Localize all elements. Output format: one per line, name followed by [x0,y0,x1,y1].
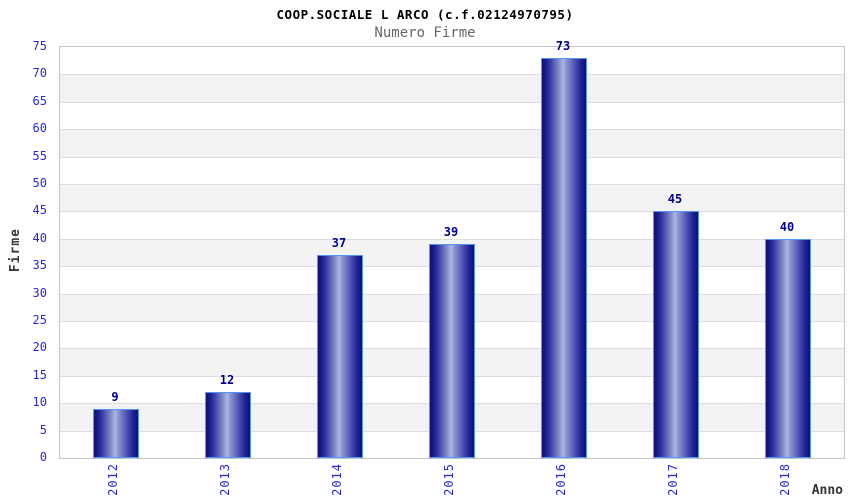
gridline [60,74,844,75]
y-tick-label: 65 [32,94,47,108]
y-tick-label: 10 [32,395,47,409]
bar-value-label: 39 [443,225,459,239]
x-tick-label: 2014 [330,463,344,496]
chart-title: COOP.SOCIALE L ARCO (c.f.02124970795) [276,7,574,22]
bar-value-label: 12 [219,373,235,387]
x-tick-label: 2015 [442,463,456,496]
x-tick-label: 2016 [554,463,568,496]
y-tick-label: 55 [32,149,47,163]
plot-band [60,74,844,102]
plot-band [60,184,844,211]
y-tick-label: 60 [32,121,47,135]
bar [541,58,587,458]
x-tick-label: 2012 [106,463,120,496]
bar-value-label: 45 [667,192,683,206]
y-tick-label: 30 [32,286,47,300]
plot-area [59,46,845,459]
plot-band [60,47,844,74]
bar-value-label: 37 [331,236,347,250]
bar-value-label: 9 [111,390,119,404]
y-tick-label: 5 [39,423,47,437]
plot-band [60,157,844,184]
y-tick-label: 0 [39,450,47,464]
y-tick-label: 40 [32,231,47,245]
y-tick-label: 75 [32,39,47,53]
plot-band [60,102,844,129]
y-tick-label: 45 [32,203,47,217]
bar [765,239,811,458]
gridline [60,157,844,158]
plot-band [60,211,844,239]
y-tick-label: 25 [32,313,47,327]
x-tick-label: 2013 [218,463,232,496]
plot-band [60,129,844,157]
y-tick-label: 15 [32,368,47,382]
bar [205,392,251,458]
gridline [60,211,844,212]
y-tick-label: 50 [32,176,47,190]
x-tick-label: 2018 [778,463,792,496]
bar-value-label: 73 [555,39,571,53]
x-axis-label: Anno [811,483,843,498]
bar-value-label: 40 [779,220,795,234]
bar [653,211,699,458]
bar [317,255,363,458]
y-tick-label: 70 [32,66,47,80]
chart-subtitle: Numero Firme [374,25,476,41]
bar [93,409,139,458]
y-tick-label: 20 [32,340,47,354]
gridline [60,129,844,130]
y-tick-label: 35 [32,258,47,272]
x-tick-label: 2017 [666,463,680,496]
gridline [60,184,844,185]
gridline [60,239,844,240]
gridline [60,102,844,103]
bar [429,244,475,458]
